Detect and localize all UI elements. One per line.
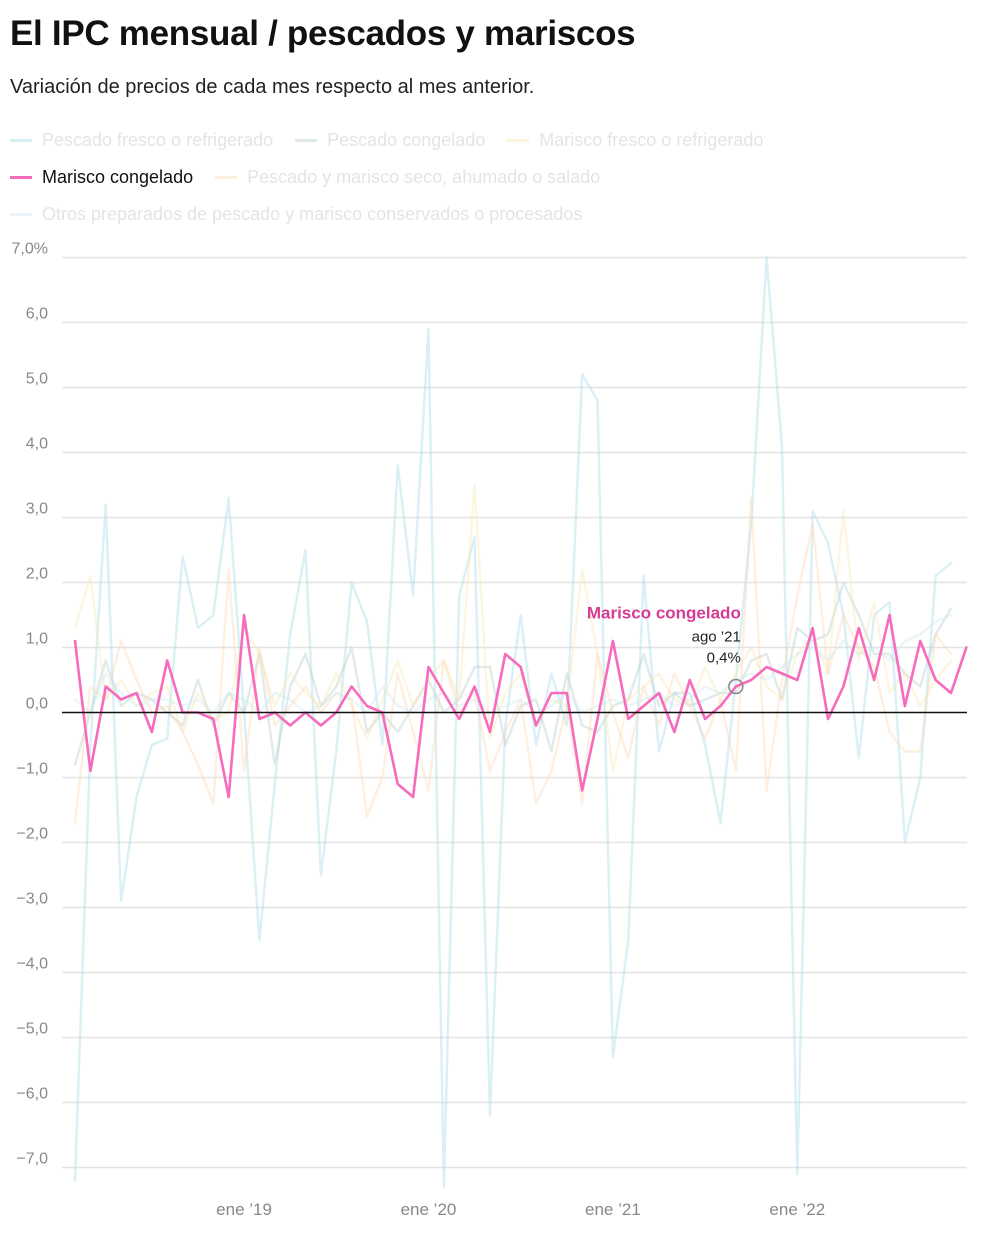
legend-label: Otros preparados de pescado y marisco co… — [42, 204, 583, 224]
y-tick-label: −4,0 — [16, 956, 48, 973]
legend-label: Pescado congelado — [327, 130, 486, 150]
series-line-marisco-fresco-o-refrigerado[interactable] — [73, 483, 953, 773]
y-tick-label: 0,0 — [26, 696, 48, 713]
annotation-marker[interactable] — [728, 678, 744, 695]
series-lines — [73, 256, 968, 1189]
y-tick-label: 6,0 — [26, 306, 48, 323]
legend-swatch — [10, 213, 32, 216]
legend-label: Marisco fresco o refrigerado — [539, 130, 764, 150]
y-tick-label: 2,0 — [26, 566, 48, 583]
annotation: Marisco congelado ago ’21 0,4% — [587, 604, 744, 695]
gridlines — [62, 256, 967, 1169]
legend-item-pescado-y-marisco-seco-ahumado-o-salado[interactable]: Pescado y marisco seco, ahumado o salado — [215, 167, 600, 188]
series-line-pescado-congelado[interactable] — [73, 581, 953, 766]
y-tick-label: −3,0 — [16, 891, 48, 908]
chart-legend: Pescado fresco o refrigerado Pescado cong… — [10, 122, 970, 233]
legend-item-pescado-fresco-o-refrigerado[interactable]: Pescado fresco o refrigerado — [10, 130, 273, 151]
series-line-pescado-fresco-o-refrigerado[interactable] — [73, 256, 953, 1189]
chart-subtitle: Variación de precios de cada mes respect… — [10, 76, 535, 98]
axis-labels: 7,0% 6,0 5,0 4,0 3,0 2,0 1,0 0,0 −1,0 −2,0 −3,0 −4,… — [12, 241, 826, 1220]
x-tick-label: ene ’20 — [401, 1200, 457, 1219]
legend-item-pescado-congelado[interactable]: Pescado congelado — [295, 130, 485, 151]
x-tick-label: ene ’19 — [216, 1200, 272, 1219]
y-tick-label: −7,0 — [16, 1151, 48, 1168]
y-tick-label: −6,0 — [16, 1086, 48, 1103]
y-tick-label: 4,0 — [26, 436, 48, 453]
chart-title: El IPC mensual / pescados y mariscos — [10, 14, 636, 53]
legend-swatch — [295, 139, 318, 142]
legend-row: Otros preparados de pescado y marisco co… — [10, 196, 970, 233]
series-line-marisco-congelado[interactable] — [73, 613, 968, 799]
x-tick-label: ene ’21 — [585, 1200, 641, 1219]
legend-swatch — [507, 139, 530, 142]
y-tick-label: −2,0 — [16, 826, 48, 843]
legend-label: Pescado fresco o refrigerado — [42, 130, 274, 150]
legend-item-marisco-congelado[interactable]: Marisco congelado — [10, 167, 193, 188]
y-tick-label: −5,0 — [16, 1021, 48, 1038]
annotation-series-label: Marisco congelado — [587, 604, 741, 623]
legend-label: Marisco congelado — [42, 167, 194, 187]
y-tick-label: −1,0 — [16, 761, 48, 778]
y-tick-label: 7,0% — [12, 241, 48, 258]
legend-item-marisco-fresco-o-refrigerado[interactable]: Marisco fresco o refrigerado — [507, 130, 763, 151]
y-tick-label: 3,0 — [26, 501, 48, 518]
y-tick-label: 1,0 — [26, 631, 48, 648]
legend-label: Pescado y marisco seco, ahumado o salado — [247, 167, 601, 187]
annotation-value-label: 0,4% — [707, 650, 741, 667]
series-line-pescado-y-marisco-seco-ahumado-o-salado[interactable] — [73, 496, 953, 825]
x-tick-label: ene ’22 — [769, 1200, 825, 1219]
legend-swatch — [215, 176, 238, 179]
legend-row: Pescado fresco o refrigerado Pescado cong… — [10, 122, 970, 159]
legend-swatch — [10, 176, 32, 179]
y-tick-label: 5,0 — [26, 371, 48, 388]
annotation-date-label: ago ’21 — [692, 629, 741, 646]
legend-row: Marisco congelado Pescado y marisco seco,… — [10, 159, 970, 196]
legend-swatch — [10, 139, 32, 142]
legend-item-otros-preparados-de-pescado-y-marisco-conservados-o-procesados[interactable]: Otros preparados de pescado y marisco co… — [10, 204, 582, 225]
